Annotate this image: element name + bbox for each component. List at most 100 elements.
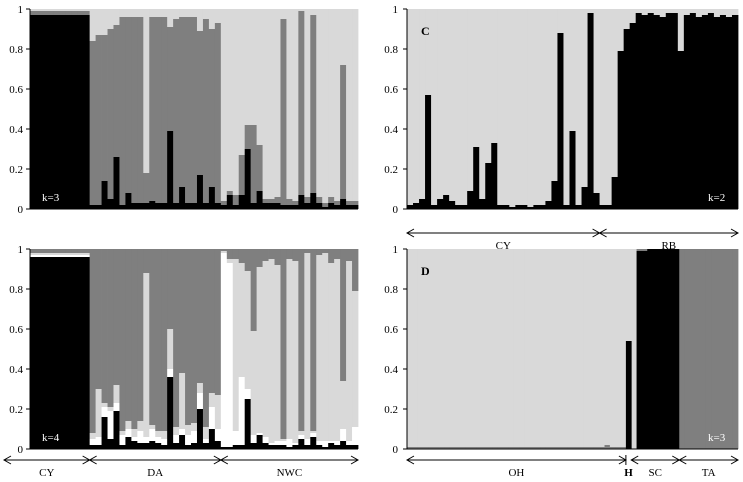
- bar-segment-black: [668, 249, 675, 449]
- bar-segment-light-gray: [208, 393, 216, 407]
- bar-segment-light-gray: [599, 9, 606, 205]
- bar-segment-light-gray: [149, 425, 156, 429]
- bar-segment-light-gray: [101, 9, 108, 35]
- bar-segment-light-gray: [119, 9, 126, 17]
- bar-segment-dark-gray: [449, 447, 456, 449]
- bar-segment-black: [292, 205, 299, 209]
- bar-segment-black: [677, 51, 685, 209]
- y-tick-label: 1: [18, 4, 24, 16]
- bar-segment-light-gray: [683, 9, 691, 15]
- bar-segment-dark-gray: [423, 447, 429, 449]
- bar-segment-white: [292, 443, 299, 445]
- bar-segment-light-gray: [196, 9, 204, 31]
- bar-segment-dark-gray: [346, 201, 353, 205]
- bar-segment-dark-gray: [513, 447, 520, 449]
- bar-segment-black: [173, 443, 180, 449]
- bar-segment-light-gray: [563, 9, 570, 205]
- bar-segment-light-gray: [513, 249, 520, 447]
- bar-segment-black: [30, 257, 37, 449]
- bar-segment-light-gray: [47, 253, 55, 255]
- bar-segment-black: [413, 203, 420, 209]
- group-label-nwc: NWC: [277, 467, 303, 479]
- bar-segment-black: [191, 203, 198, 209]
- y-tick-label: 0.6: [9, 324, 23, 336]
- bar-segment-black: [232, 445, 240, 449]
- bar-segment-white: [137, 431, 144, 443]
- bar-segment-black: [657, 249, 664, 449]
- bar-segment-light-gray: [615, 249, 621, 447]
- bar-segment-black: [623, 29, 631, 209]
- bar-segment-black: [41, 15, 49, 209]
- bar-segment-light-gray: [623, 9, 631, 29]
- bar-segment-black: [274, 445, 281, 449]
- bar-segment-light-gray: [244, 9, 252, 125]
- y-tick-label: 0: [393, 204, 399, 216]
- bar-segment-light-gray: [508, 249, 515, 447]
- bar-segment-white: [214, 429, 222, 441]
- bar-segment-dark-gray: [620, 447, 627, 449]
- bar-segment-light-gray: [423, 249, 429, 447]
- bar-segment-black: [551, 181, 558, 209]
- bar-segment-black: [161, 203, 168, 209]
- bar-segment-light-gray: [35, 9, 43, 11]
- bar-segment-dark-gray: [238, 249, 246, 263]
- bar-segment-dark-gray: [71, 11, 79, 15]
- bar-segment-light-gray: [107, 9, 114, 29]
- bar-segment-dark-gray: [89, 249, 96, 433]
- bar-segment-black: [673, 249, 680, 449]
- bar-segment-black: [515, 205, 522, 209]
- bar-segment-dark-gray: [433, 447, 440, 449]
- bar-segment-dark-gray: [352, 201, 359, 205]
- bar-segment-dark-gray: [304, 249, 311, 253]
- bar-segment-light-gray: [185, 9, 192, 17]
- y-tick-label: 0.8: [9, 284, 23, 296]
- bar-segment-dark-gray: [232, 195, 240, 205]
- bar-segment-light-gray: [131, 9, 138, 17]
- bar-segment-dark-gray: [545, 447, 552, 449]
- bar-segment-dark-gray: [256, 145, 263, 191]
- arrowhead-left: [630, 455, 639, 465]
- y-tick-label: 1: [393, 244, 399, 256]
- bar-segment-black: [238, 195, 246, 209]
- bar-segment-dark-gray: [340, 65, 347, 199]
- bar-segment-black: [659, 17, 667, 209]
- bar-segment-light-gray: [731, 9, 739, 15]
- bar-segment-white: [95, 437, 102, 445]
- bar-segment-dark-gray: [167, 27, 174, 131]
- bar-segment-light-gray: [625, 249, 632, 341]
- bar-segment-light-gray: [428, 249, 435, 447]
- bar-segment-dark-gray: [439, 447, 445, 449]
- bar-segment-dark-gray: [196, 249, 204, 383]
- bar-segment-black: [101, 417, 108, 449]
- arrowhead-left: [88, 455, 97, 465]
- bar-segment-white: [250, 435, 258, 443]
- bar-segment-white: [83, 255, 91, 257]
- y-tick-label: 0.4: [9, 124, 23, 136]
- bar-segment-black: [563, 205, 570, 209]
- bar-segment-light-gray: [30, 9, 37, 11]
- bar-segment-light-gray: [653, 9, 661, 15]
- bar-segment-white: [286, 439, 293, 447]
- bar-segment-light-gray: [515, 9, 522, 205]
- bar-segment-light-gray: [256, 267, 263, 433]
- bar-segment-dark-gray: [503, 447, 509, 449]
- bar-segment-black: [137, 443, 144, 449]
- bar-segment-light-gray: [274, 9, 281, 197]
- bar-segment-light-gray: [509, 9, 516, 207]
- bar-segment-dark-gray: [137, 249, 144, 421]
- bar-segment-dark-gray: [322, 249, 329, 253]
- bar-segment-black: [220, 205, 228, 209]
- bar-segment-dark-gray: [47, 11, 55, 15]
- bar-segment-light-gray: [137, 421, 144, 431]
- bar-segment-white: [107, 411, 114, 439]
- bar-segment-black: [346, 445, 353, 449]
- bar-segment-white: [316, 441, 323, 445]
- bar-segment-dark-gray: [286, 199, 293, 205]
- bar-segment-black: [298, 195, 305, 209]
- bar-segment-dark-gray: [636, 249, 643, 251]
- group-label-cy: CY: [39, 467, 54, 479]
- bar-segment-light-gray: [713, 9, 721, 17]
- y-tick-label: 0: [18, 204, 24, 216]
- bar-segment-black: [340, 199, 347, 209]
